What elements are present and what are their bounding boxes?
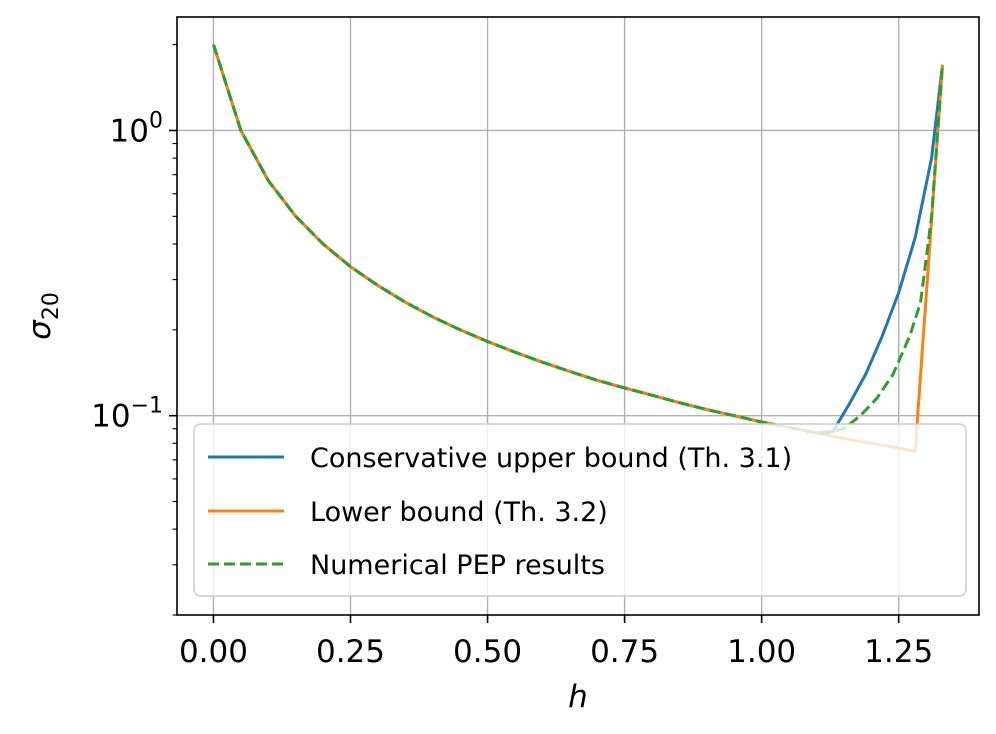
x-axis-title: h	[568, 679, 588, 715]
x-tick-label: 0.75	[590, 634, 659, 670]
axis-ticks: 0.00 0.25 0.50 0.75 1.00 1.25 10−1 100	[91, 44, 933, 670]
x-tick-label: 1.25	[864, 634, 933, 670]
y-axis-title: σ20	[22, 292, 64, 340]
x-tick-label: 0.50	[453, 634, 522, 670]
legend: Conservative upper bound (Th. 3.1) Lower…	[193, 423, 967, 597]
plot-frame	[176, 16, 980, 616]
x-tick-label: 0.00	[179, 634, 248, 670]
x-tick-label: 1.00	[727, 634, 796, 670]
legend-label-lower-bound: Lower bound (Th. 3.2)	[310, 497, 608, 528]
series-line-3	[212, 44, 944, 435]
legend-label-pep: Numerical PEP results	[310, 550, 605, 581]
y-tick-label: 10−1	[91, 394, 163, 435]
y-tick-label: 100	[110, 108, 163, 149]
legend-box	[193, 423, 967, 597]
legend-label-upper-bound: Conservative upper bound (Th. 3.1)	[310, 443, 792, 474]
x-tick-label: 0.25	[316, 634, 385, 670]
